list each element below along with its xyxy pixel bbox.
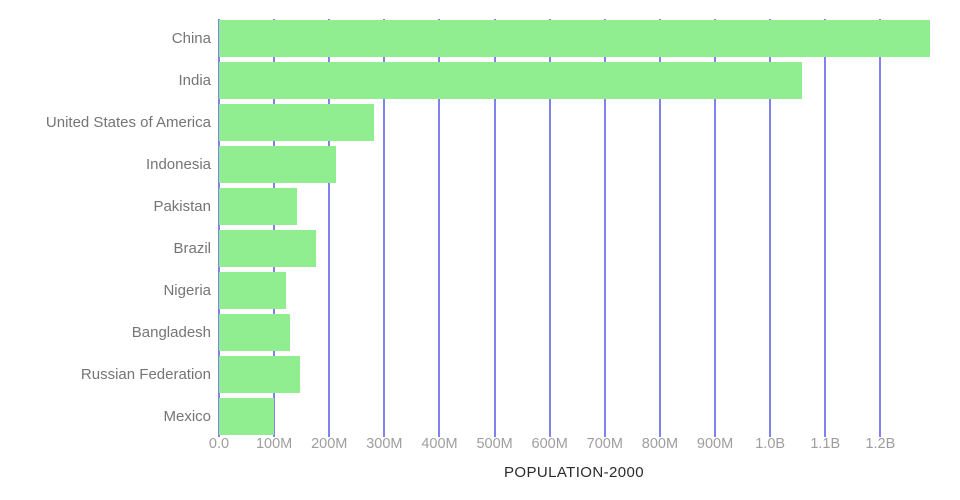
gridline-200m <box>328 19 331 437</box>
tick-label-900m: 900M <box>696 436 734 452</box>
gridline-500m <box>493 19 496 437</box>
tick-label-0-0: 0.0 <box>208 436 230 452</box>
category-label-bangladesh: Bangladesh <box>131 323 211 341</box>
x-axis-title: POPULATION-2000 <box>504 464 644 481</box>
bar-pakistan <box>219 187 298 225</box>
tick-label-700m: 700M <box>586 436 623 452</box>
gridline-1-1b <box>824 19 827 437</box>
bar-row-india <box>219 59 930 101</box>
bar-nigeria <box>219 271 287 309</box>
bar-indonesia <box>219 145 336 183</box>
tick-label-500m: 500M <box>476 436 513 452</box>
tick-label-400m: 400M <box>421 436 458 452</box>
bar-row-mexico <box>219 395 930 437</box>
category-label-mexico: Mexico <box>163 407 211 425</box>
bar-row-indonesia <box>219 143 930 185</box>
bar-china <box>219 19 930 57</box>
category-label-india: India <box>178 71 211 89</box>
bar-row-russian-federation <box>219 353 930 395</box>
tick-label-1-1b: 1.1B <box>810 436 841 452</box>
bar-russian-federation <box>219 355 301 393</box>
tick-label-300m: 300M <box>366 436 403 452</box>
tick-label-600m: 600M <box>531 436 568 452</box>
tick-label-1-2b: 1.2B <box>865 436 896 452</box>
gridline-300m <box>383 19 386 437</box>
bar-mexico <box>219 397 275 435</box>
bar-row-china <box>219 17 930 59</box>
bar-row-nigeria <box>219 269 930 311</box>
bar-row-bangladesh <box>219 311 930 353</box>
y-axis-category-labels: China India United States of America Indone… <box>0 17 211 437</box>
gridline-700m <box>603 19 606 437</box>
bar-india <box>219 61 802 99</box>
category-label-russian-federation: Russian Federation <box>80 365 211 383</box>
category-label-china: China <box>171 29 211 47</box>
gridline-1-0b <box>769 19 772 437</box>
gridline-800m <box>658 19 661 437</box>
gridline-600m <box>548 19 551 437</box>
bar-brazil <box>219 229 316 267</box>
bar-row-brazil <box>219 227 930 269</box>
gridline-0-0 <box>218 19 220 437</box>
tick-label-800m: 800M <box>641 436 679 452</box>
tick-label-100m: 100M <box>255 436 293 452</box>
x-axis-tick-labels: 0.0 100M 200M 300M 400M 500M 600M 700M 800M 900M 1… <box>0 436 960 454</box>
bars-layer <box>219 17 930 437</box>
category-label-pakistan: Pakistan <box>153 197 211 215</box>
gridline-900m <box>714 19 717 437</box>
bar-row-united-states-of-america <box>219 101 930 143</box>
category-label-nigeria: Nigeria <box>163 281 211 299</box>
gridline-400m <box>438 19 441 437</box>
bar-united-states-of-america <box>219 103 375 141</box>
category-label-brazil: Brazil <box>173 239 211 257</box>
gridline-100m <box>273 19 276 437</box>
category-label-united-states-of-america: United States of America <box>45 113 211 131</box>
gridline-1-2b <box>879 19 882 437</box>
tick-label-1-0b: 1.0B <box>755 436 786 452</box>
plot-area <box>218 17 930 437</box>
tick-label-200m: 200M <box>311 436 348 452</box>
bar-bangladesh <box>219 313 290 351</box>
bar-row-pakistan <box>219 185 930 227</box>
category-label-indonesia: Indonesia <box>145 155 211 173</box>
